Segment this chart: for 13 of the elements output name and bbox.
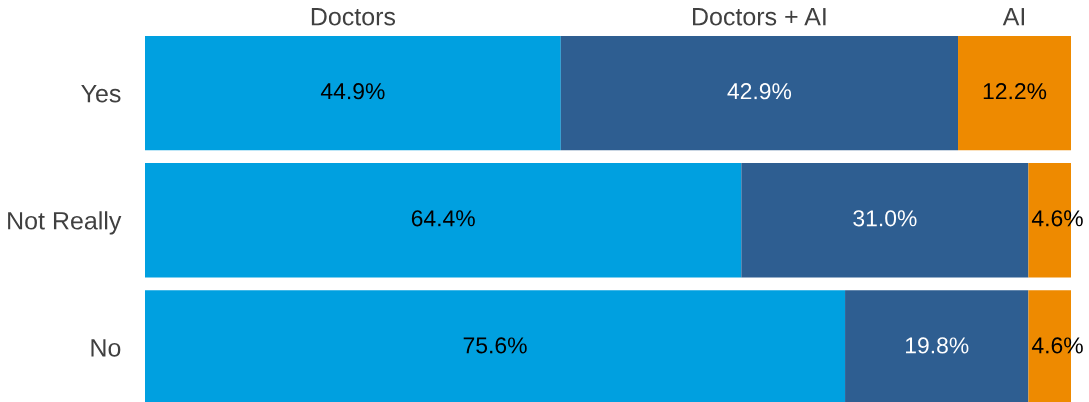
y-tick-label: No	[91, 339, 121, 357]
data-label: 12.2%	[983, 83, 1047, 100]
data-label: 64.4%	[411, 210, 475, 227]
series-label: AI	[1002, 8, 1025, 26]
data-label: 44.9%	[320, 83, 385, 100]
data-label: 75.6%	[463, 337, 527, 354]
data-label: 31.0%	[853, 210, 917, 227]
y-tick-label: Not Really	[8, 211, 122, 235]
data-label: 42.9%	[727, 83, 792, 100]
series-label: Doctors	[311, 8, 396, 26]
series-label: Doctors + AI	[693, 8, 826, 26]
y-tick-label: Yes	[81, 85, 121, 103]
data-label: 19.8%	[905, 337, 969, 354]
